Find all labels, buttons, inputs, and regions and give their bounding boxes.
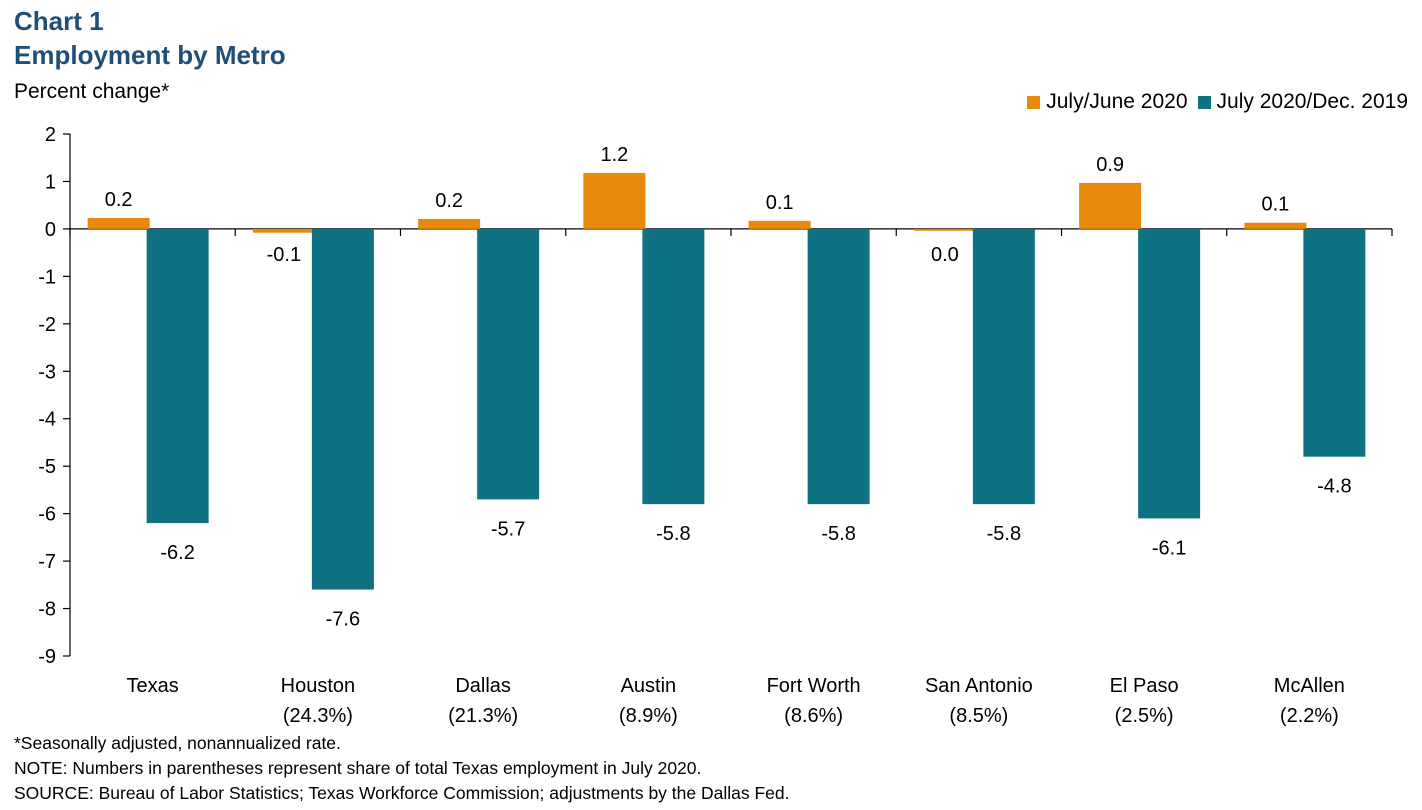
data-label: -7.6	[326, 609, 360, 631]
legend-item-series-2: July 2020/Dec. 2019	[1197, 90, 1408, 114]
x-tick-label: Fort Worth	[767, 675, 861, 697]
data-label: 0.2	[435, 190, 463, 212]
data-label: -5.8	[656, 523, 690, 545]
x-tick-label: Texas	[127, 675, 179, 697]
y-tick-label: 2	[45, 124, 56, 146]
y-tick-label: -3	[38, 361, 56, 383]
x-tick-sublabel: (8.5%)	[949, 705, 1008, 727]
y-tick-label: -4	[38, 409, 56, 431]
bar-july-2020-dec-2019	[642, 228, 705, 505]
x-tick-sublabel: (2.5%)	[1115, 705, 1174, 727]
bar-july-june-2020	[418, 218, 481, 229]
data-label: 1.2	[600, 144, 628, 166]
bar-july-june-2020	[87, 217, 150, 229]
legend-label-series-1: July/June 2020	[1046, 90, 1188, 113]
footnote-source: SOURCE: Bureau of Labor Statistics; Texa…	[14, 783, 790, 803]
y-tick-label: 1	[45, 171, 56, 193]
legend-swatch-series-1	[1027, 95, 1041, 109]
data-label: -6.1	[1152, 537, 1186, 559]
bar-july-2020-dec-2019	[1303, 228, 1366, 457]
y-tick-label: -8	[38, 599, 56, 621]
y-tick-label: 0	[45, 219, 56, 241]
x-tick-label: McAllen	[1274, 675, 1345, 697]
footnote-asterisk: *Seasonally adjusted, nonannualized rate…	[14, 733, 341, 753]
x-tick-label: Houston	[281, 675, 356, 697]
legend-label-series-2: July 2020/Dec. 2019	[1216, 90, 1408, 113]
y-tick-label: -5	[38, 456, 56, 478]
bar-july-2020-dec-2019	[146, 228, 209, 524]
x-tick-label: San Antonio	[925, 675, 1033, 697]
x-tick-label: Dallas	[455, 675, 511, 697]
data-label: -4.8	[1317, 476, 1351, 498]
data-label: 0.0	[931, 244, 959, 266]
legend-item-series-1: July/June 2020	[1027, 90, 1188, 114]
x-tick-label: Austin	[621, 675, 677, 697]
data-label: -0.1	[267, 244, 301, 266]
bar-july-2020-dec-2019	[807, 228, 870, 505]
legend: July/June 2020 July 2020/Dec. 2019	[1017, 90, 1408, 114]
chart-number: Chart 1	[14, 6, 104, 36]
data-label: -5.8	[821, 523, 855, 545]
data-label: 0.1	[766, 192, 794, 214]
legend-swatch-series-2	[1197, 95, 1211, 109]
x-tick-label: El Paso	[1110, 675, 1179, 697]
data-label: 0.1	[1261, 194, 1289, 216]
bar-july-2020-dec-2019	[1138, 228, 1201, 519]
y-tick-label: -9	[38, 646, 56, 668]
data-label: -6.2	[160, 542, 194, 564]
y-axis-label: Percent change*	[14, 80, 170, 103]
data-label: 0.9	[1096, 154, 1124, 176]
x-tick-sublabel: (2.2%)	[1280, 705, 1339, 727]
data-label: 0.2	[105, 189, 133, 211]
y-tick-label: -2	[38, 314, 56, 336]
bar-july-june-2020	[748, 220, 811, 229]
bar-july-june-2020	[913, 228, 976, 231]
bar-july-june-2020	[1244, 222, 1307, 229]
bar-july-june-2020	[252, 228, 315, 233]
y-tick-label: -1	[38, 266, 56, 288]
bar-july-june-2020	[1079, 182, 1142, 229]
bar-july-2020-dec-2019	[311, 228, 374, 590]
x-tick-sublabel: (8.6%)	[784, 705, 843, 727]
chart-title: Employment by Metro	[14, 40, 286, 70]
data-label: -5.7	[491, 518, 525, 540]
data-label: -5.8	[987, 523, 1021, 545]
footnote-note: NOTE: Numbers in parentheses represent s…	[14, 758, 702, 778]
x-tick-sublabel: (24.3%)	[283, 705, 353, 727]
x-tick-sublabel: (21.3%)	[448, 705, 518, 727]
bar-july-2020-dec-2019	[477, 228, 540, 500]
y-tick-label: -6	[38, 504, 56, 526]
y-tick-label: -7	[38, 551, 56, 573]
bar-july-june-2020	[583, 172, 646, 229]
bar-july-2020-dec-2019	[972, 228, 1035, 505]
x-tick-sublabel: (8.9%)	[619, 705, 678, 727]
